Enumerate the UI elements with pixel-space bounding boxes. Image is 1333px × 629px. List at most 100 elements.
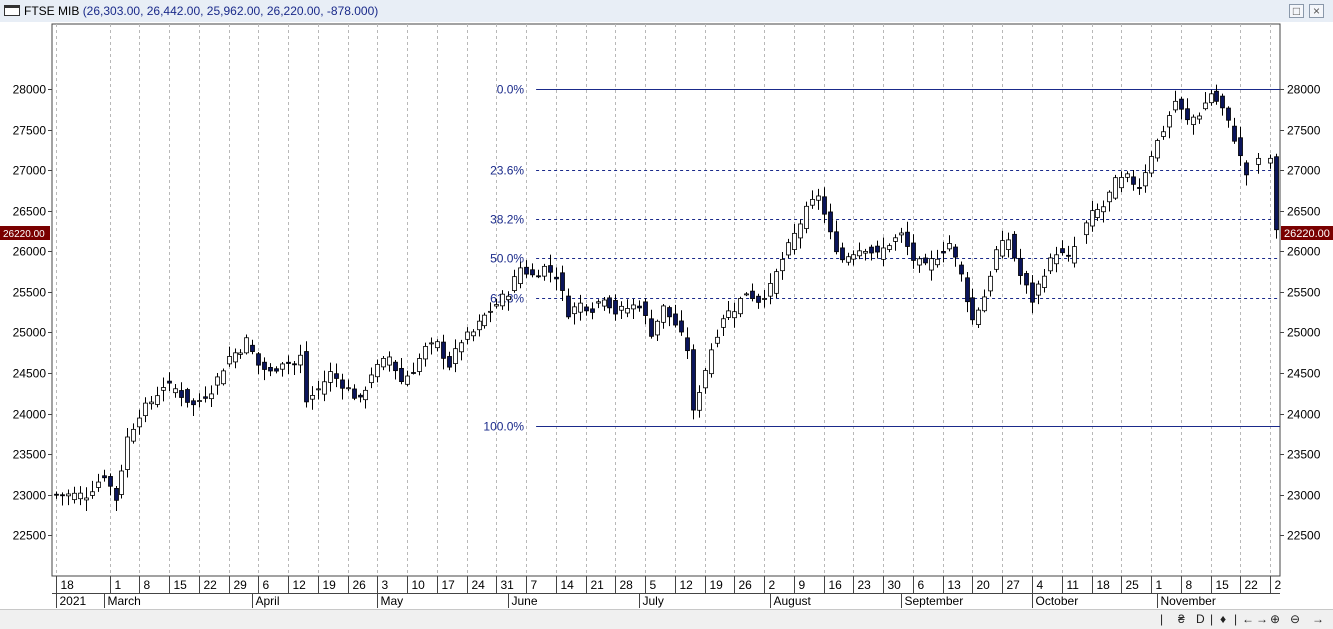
last-price-box-left [0, 226, 50, 240]
candle-body [423, 346, 428, 360]
reset-icon[interactable]: ₴ [1178, 612, 1185, 626]
candle-body [530, 269, 535, 276]
candle-body [798, 223, 803, 239]
candle-body [1131, 176, 1136, 185]
candle-body [227, 356, 232, 365]
candle-body [274, 368, 279, 372]
y-tick-label: 22500 [13, 529, 47, 543]
candle-body [1036, 283, 1041, 296]
candle-body [607, 297, 612, 309]
candle-body [1268, 157, 1273, 164]
y-tick-label: 22500 [1287, 529, 1321, 543]
candle-body [1113, 177, 1118, 199]
candle-body [1072, 246, 1077, 264]
candle-body [822, 196, 827, 215]
month-label: October [1036, 594, 1079, 608]
candle-body [209, 393, 214, 400]
candle-body [1274, 156, 1279, 231]
candle-body [875, 245, 880, 253]
x-tick-label: 24 [472, 578, 486, 592]
candle-body [893, 237, 898, 242]
scroll-end-icon[interactable]: → [1312, 612, 1324, 626]
candle-body [453, 348, 458, 364]
candle-body [1090, 210, 1095, 227]
candle-body [869, 246, 874, 254]
x-tick-label: 20 [977, 578, 991, 592]
candle-body [215, 376, 220, 386]
candle-body [750, 290, 755, 300]
x-tick-label: 17 [442, 578, 456, 592]
last-price-text-left: 26220.00 [3, 229, 45, 240]
candle-body [578, 302, 583, 313]
candle-body [1012, 233, 1017, 259]
scroll-left-icon[interactable]: ← [1242, 612, 1254, 626]
y-tick-label: 27000 [13, 164, 47, 178]
scroll-right-icon[interactable]: → [1256, 612, 1268, 626]
statusbar-sep-3: | [1234, 612, 1238, 626]
candle-body [1214, 90, 1219, 102]
candle-body [774, 271, 779, 294]
x-tick-label: 6 [918, 578, 925, 592]
candle-body [661, 305, 666, 323]
candle-body [1024, 273, 1029, 286]
candle-body [1191, 116, 1196, 125]
candle-body [441, 341, 446, 359]
candle-body [744, 293, 749, 296]
y-tick-label: 24000 [1287, 408, 1321, 422]
candles [54, 84, 1279, 512]
x-tick-label: 19 [323, 578, 337, 592]
candle-body [346, 387, 351, 390]
x-tick-label: 7 [531, 578, 538, 592]
candle-body [1256, 157, 1261, 165]
y-tick-label: 25500 [1287, 286, 1321, 300]
candle-body [994, 249, 999, 270]
marker-icon[interactable]: ♦ [1220, 612, 1227, 626]
candle-body [816, 195, 821, 201]
x-tick-label: 16 [829, 578, 843, 592]
x-tick-label: 3 [382, 578, 389, 592]
x-tick-label: 5 [650, 578, 657, 592]
zoom-out-icon[interactable]: ⊖ [1290, 612, 1301, 626]
x-tick-label: 26 [353, 578, 367, 592]
restore-button[interactable]: □ [1289, 4, 1304, 18]
y-tick-label: 26500 [1287, 205, 1321, 219]
fib-level-label: 0.0% [497, 83, 525, 97]
candle-body [1238, 137, 1243, 157]
candle-body [167, 380, 172, 384]
candle-body [66, 493, 71, 497]
candle-body [947, 243, 952, 250]
plot-frame [51, 23, 1281, 577]
candle-body [857, 250, 862, 257]
statusbar: | ₴ D | ♦ | ← → ⊕ ⊖ → [0, 609, 1333, 629]
fibonacci-retracement: 0.0%23.6%38.2%50.0%61.8%100.0% [483, 83, 1280, 434]
candle-body [1179, 98, 1184, 110]
candle-body [804, 205, 809, 229]
x-tick-label: 21 [591, 578, 605, 592]
statusbar-sep-1: | [1160, 612, 1164, 626]
candle-body [304, 351, 309, 403]
candle-body [477, 320, 482, 331]
candle-body [125, 436, 130, 470]
month-label: April [256, 594, 280, 608]
candle-body [762, 298, 767, 300]
candle-body [60, 494, 65, 497]
candle-body [976, 309, 981, 325]
candle-body [941, 251, 946, 254]
candle-body [143, 402, 148, 417]
last-price-text-right: 26220.00 [1284, 228, 1330, 240]
close-button[interactable]: × [1309, 4, 1324, 18]
x-tick-label: 30 [888, 578, 902, 592]
candle-body [262, 361, 267, 370]
y-tick-label: 26000 [13, 245, 47, 259]
zoom-in-icon[interactable]: ⊕ [1270, 612, 1281, 626]
x-tick-label: 27 [1007, 578, 1021, 592]
month-label: May [381, 594, 404, 608]
statusbar-sep-2: | [1210, 612, 1214, 626]
candle-body [988, 275, 993, 292]
d-button[interactable]: D [1196, 612, 1205, 626]
x-tick-label: 12 [680, 578, 694, 592]
candle-body [244, 337, 249, 354]
x-tick-label: 22 [204, 578, 218, 592]
y-tick-label: 24500 [13, 367, 47, 381]
candle-body [965, 277, 970, 303]
